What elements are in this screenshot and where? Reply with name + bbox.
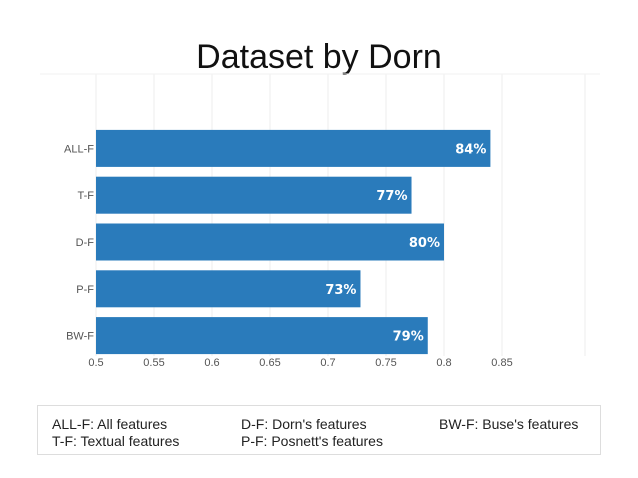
x-tick-label: 0.6 [204,357,219,369]
category-label: T-F [78,190,95,202]
x-tick-label: 0.65 [259,357,280,369]
data-label: 80% [409,236,440,251]
legend-item-p-f: P-F: Posnett's features [241,433,383,449]
legend-item-all-f: ALL-F: All features [52,416,168,432]
data-label: 77% [376,189,407,204]
x-tick-label: 0.75 [375,357,396,369]
bar-all-f [96,129,491,167]
bar-p-f [96,270,361,308]
legend: ALL-F: All features D-F: Dorn's features… [37,405,601,455]
category-label: P-F [76,284,94,296]
grid-lines [40,73,600,356]
bar-chart: 84%77%80%73%79% ALL-FT-FD-FP-FBW-F 0.5 0.… [40,73,600,369]
x-tick-label: 0.8 [436,357,451,369]
data-label: 73% [325,283,356,298]
bar-t-f [96,176,412,214]
x-tick-labels: 0.5 0.55 0.6 0.65 0.7 0.75 0.8 0.85 [88,357,512,369]
data-label: 79% [393,330,424,345]
category-label: BW-F [66,331,94,343]
legend-item-d-f: D-F: Dorn's features [241,416,367,432]
legend-item-bw-f: BW-F: Buse's features [439,416,579,432]
legend-item-t-f: T-F: Textual features [52,433,180,449]
bar-bw-f [96,317,428,355]
category-label: ALL-F [64,143,94,155]
x-tick-label: 0.5 [88,357,103,369]
x-tick-label: 0.85 [491,357,512,369]
data-label: 84% [455,142,486,157]
x-tick-label: 0.7 [320,357,335,369]
bar-d-f [96,223,444,261]
chart-title: Dataset by Dorn [196,38,442,76]
bars: 84% 77% 80% 73% 79% [96,129,491,355]
category-label: D-F [76,237,95,249]
x-tick-label: 0.55 [143,357,164,369]
category-labels: ALL-F T-F D-F P-F BW-F [64,143,94,342]
